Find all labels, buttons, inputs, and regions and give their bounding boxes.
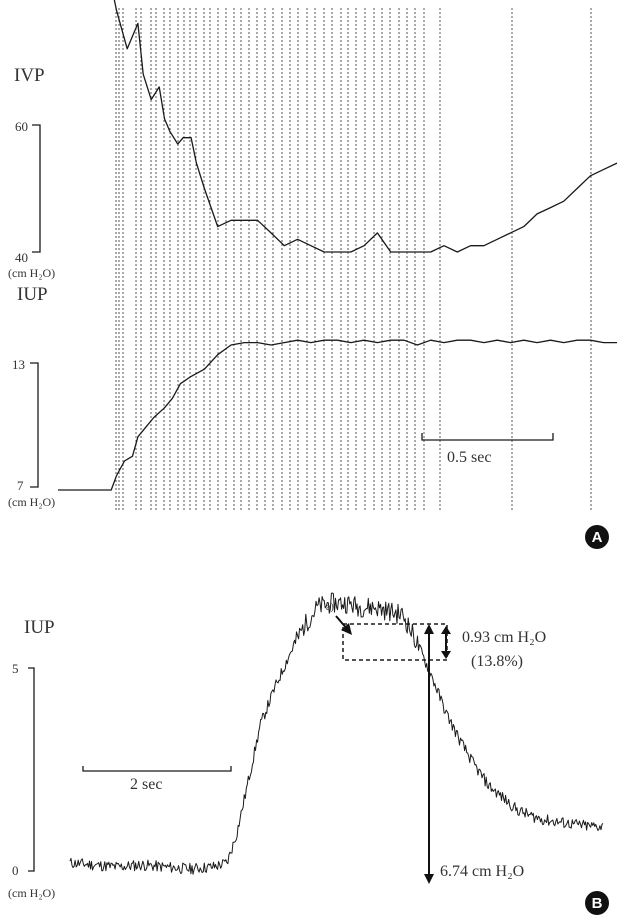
plateau-arrow-head-up (441, 626, 451, 634)
panel-a-badge-letter: A (592, 529, 603, 546)
iup-tick-bottom-b: 0 (12, 863, 19, 878)
panel-a-badge-circle (585, 525, 609, 549)
amplitude-arrow-head-down (424, 874, 434, 884)
time-scale-label-b: 2 sec (130, 776, 162, 793)
iup-tick-top-a: 13 (12, 357, 25, 372)
iup-unit-b: (cm H₂O) (8, 886, 55, 900)
event-markers (115, 8, 592, 512)
panel-b: IUP 5 0 (cm H₂O) 2 sec a) 0.93 cm H₂O (1… (8, 592, 609, 915)
time-scale-bar-a (421, 433, 554, 441)
iup-trace-b (69, 592, 604, 875)
panel-b-badge: B (585, 891, 609, 915)
panel-b-badge-letter: B (592, 895, 603, 912)
marker-a-label: a) (326, 602, 334, 613)
iup-label-a: IUP (17, 284, 48, 305)
ivp-tick-bottom: 40 (15, 250, 28, 265)
plateau-percent-label: (13.8%) (471, 653, 523, 670)
panel-a-badge: A (585, 525, 609, 549)
ivp-label: IVP (14, 65, 45, 86)
iup-label-b: IUP (24, 617, 55, 638)
total-amplitude-label: 6.74 cm H₂O (440, 863, 524, 880)
amplitude-arrow-head-up (424, 624, 434, 634)
panel-b-badge-circle (585, 891, 609, 915)
ivp-unit: (cm H₂O) (8, 266, 55, 280)
time-scale-bar-b (82, 766, 232, 772)
iup-unit-a: (cm H₂O) (8, 495, 55, 509)
iup-scale-bracket-b (28, 667, 35, 872)
plateau-arrow-head-down (441, 651, 451, 659)
marker-a-arrow-head (341, 623, 352, 635)
time-scale-label-a: 0.5 sec (447, 449, 491, 466)
iup-trace-a (58, 339, 617, 491)
iup-tick-top-b: 5 (12, 661, 19, 676)
iup-scale-bracket-a (30, 362, 39, 488)
panel-a: IVP 60 40 (cm H₂O) IUP 13 7 (cm H₂O) 0.5… (8, 0, 617, 549)
ivp-tick-top: 60 (15, 119, 28, 134)
ivp-trace (113, 0, 617, 253)
iup-tick-bottom-a: 7 (17, 478, 24, 493)
ivp-scale-bracket (32, 124, 41, 253)
plateau-amplitude-label: 0.93 cm H₂O (462, 629, 546, 646)
